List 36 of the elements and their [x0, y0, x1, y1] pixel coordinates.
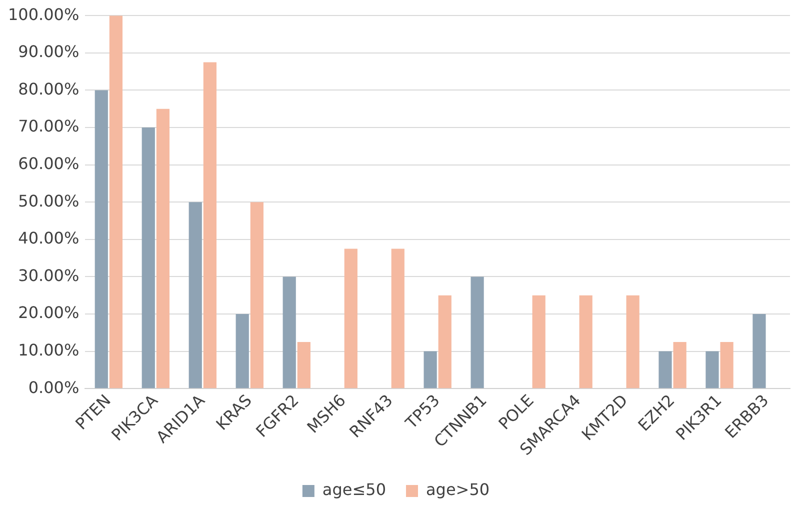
bar: [579, 295, 592, 388]
bar: [156, 108, 170, 388]
bar: [673, 342, 686, 388]
bar: [142, 128, 155, 388]
y-tick-label: 0.00%: [28, 378, 80, 397]
y-tick-label: 10.00%: [18, 340, 80, 360]
bar: [470, 276, 484, 388]
bar: [752, 314, 766, 388]
bar: [532, 295, 546, 388]
bar: [203, 62, 216, 388]
bar: [706, 351, 719, 388]
bar: [188, 202, 202, 388]
bar: [94, 90, 108, 388]
bar: [391, 248, 404, 388]
bar: [658, 351, 672, 388]
y-tick-label: 20.00%: [18, 303, 80, 322]
bar: [236, 314, 249, 388]
bar: [250, 202, 264, 388]
legend-label: age>50: [426, 480, 490, 500]
legend-label: age≤50: [322, 480, 386, 500]
bar: [626, 295, 640, 388]
y-tick-label: 80.00%: [18, 79, 80, 98]
y-tick-label: 30.00%: [18, 266, 80, 285]
bar: [424, 351, 437, 388]
bar: [720, 342, 734, 388]
bar: [438, 295, 452, 388]
y-tick-label: 60.00%: [18, 154, 80, 173]
y-tick-label: 70.00%: [18, 116, 80, 136]
y-tick-label: 50.00%: [18, 191, 80, 210]
y-tick-label: 100.00%: [8, 4, 80, 24]
bar: [109, 16, 123, 388]
bar: [297, 342, 310, 388]
y-tick-label: 40.00%: [18, 228, 80, 248]
y-tick-label: 90.00%: [18, 42, 80, 62]
bar: [282, 276, 296, 388]
bar: [344, 248, 358, 388]
